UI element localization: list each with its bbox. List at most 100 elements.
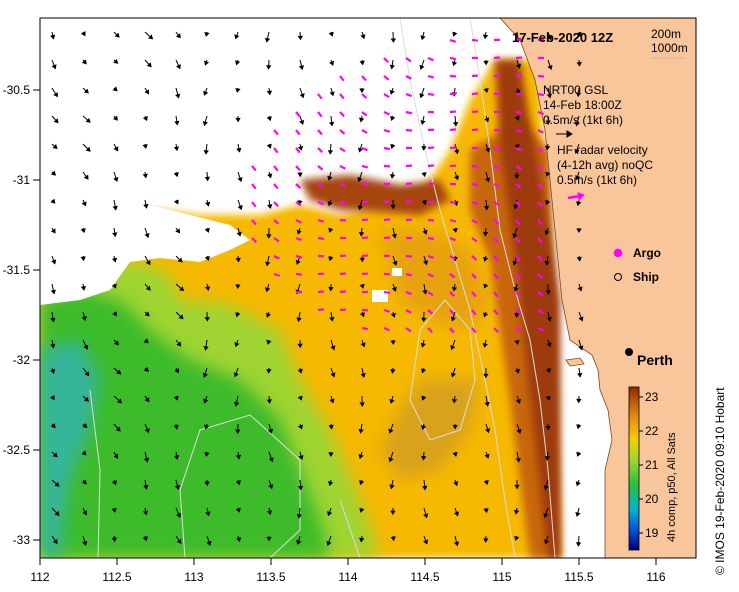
- model-arrow: [453, 479, 459, 487]
- radar-arrow: [537, 110, 545, 116]
- model-arrow: [175, 339, 182, 347]
- model-scale: 0.5m/s (1kt 6h): [543, 113, 623, 127]
- model-arrow: [514, 339, 520, 345]
- model-arrow: [204, 199, 211, 207]
- radar-arrow: [515, 146, 522, 152]
- radar-arrow: [471, 110, 479, 114]
- model-arrow: [297, 395, 303, 401]
- radar-arrow: [295, 183, 302, 189]
- model-arrow: [297, 143, 304, 151]
- model-arrow: [389, 395, 395, 404]
- radar-arrow: [471, 237, 478, 243]
- radar-arrow: [273, 272, 281, 277]
- radar-arrow: [317, 165, 324, 171]
- model-arrow: [175, 227, 181, 234]
- radar-arrow: [493, 291, 499, 298]
- model-arrow: [142, 507, 149, 516]
- model-arrow: [450, 311, 456, 322]
- colorbar-tick-label: 19: [645, 526, 659, 540]
- model-arrow: [50, 311, 56, 323]
- model-arrow: [204, 423, 210, 430]
- model-arrow: [360, 339, 366, 348]
- model-arrow: [544, 255, 550, 266]
- model-arrow: [266, 115, 272, 122]
- radar-arrow: [493, 183, 500, 188]
- hf-radar-arrows: [251, 38, 545, 334]
- model-arrow: [545, 283, 551, 295]
- model-arrow: [51, 143, 58, 150]
- model-arrow: [297, 423, 304, 430]
- model-arrow: [516, 423, 522, 434]
- radar-arrow: [427, 56, 434, 62]
- radar-arrow: [405, 254, 413, 258]
- rottnest-island: [565, 357, 585, 367]
- model-arrow: [51, 479, 60, 487]
- radar-arrow: [493, 56, 501, 60]
- model-arrow: [296, 535, 302, 546]
- model-arrow: [357, 199, 363, 211]
- model-arrow: [359, 255, 365, 263]
- model-arrow: [51, 87, 58, 98]
- radar-arrow: [339, 111, 345, 118]
- model-arrow: [81, 199, 87, 207]
- radar-arrow: [361, 111, 368, 117]
- model-arrow: [421, 171, 427, 178]
- model-arrow: [297, 339, 303, 349]
- radar-arrow: [515, 201, 522, 207]
- model-arrow: [203, 87, 209, 96]
- radar-arrow: [449, 38, 457, 43]
- ship-label: Ship: [633, 270, 659, 284]
- model-arrow: [143, 451, 150, 463]
- model-arrow: [514, 115, 520, 121]
- radar-arrow: [493, 273, 499, 280]
- model-arrow: [298, 451, 304, 461]
- model-arrow: [265, 283, 271, 293]
- radar-arrow: [295, 111, 301, 118]
- model-arrow: [483, 367, 489, 379]
- model-arrow: [175, 255, 183, 263]
- model-arrow: [420, 451, 427, 461]
- model-arrow: [327, 171, 333, 181]
- model-arrow: [546, 87, 552, 99]
- model-arrow: [389, 171, 396, 179]
- radar-arrow: [427, 146, 435, 150]
- radar-arrow: [383, 218, 391, 222]
- radar-arrow: [515, 56, 523, 60]
- radar-arrow: [471, 255, 478, 261]
- model-arrow: [111, 479, 117, 486]
- model-arrow: [422, 255, 429, 266]
- depth-legend-1000m: 1000m: [651, 41, 688, 55]
- radar-arrow: [383, 236, 391, 240]
- radar-arrow: [537, 219, 543, 226]
- radar-arrow: [361, 308, 369, 312]
- radar-arrow: [295, 165, 301, 172]
- model-arrow: [235, 479, 241, 486]
- model-arrow: [544, 227, 550, 236]
- radar-arrow: [317, 183, 324, 189]
- model-arrow: [390, 367, 396, 374]
- model-arrow: [144, 31, 154, 40]
- colorbar-tick-label: 20: [645, 492, 659, 506]
- model-arrow: [206, 535, 212, 546]
- model-arrow: [514, 535, 520, 541]
- radar-arrow: [383, 290, 391, 295]
- model-arrow: [327, 507, 333, 517]
- radar-arrow: [515, 165, 522, 170]
- model-arrow: [543, 479, 549, 491]
- model-arrow: [51, 451, 58, 458]
- radar-arrow: [317, 200, 324, 206]
- radar-arrow: [339, 165, 346, 170]
- model-arrow: [453, 143, 460, 155]
- model-arrow: [485, 143, 491, 153]
- radar-arrow: [515, 219, 521, 226]
- y-tick-label: -31: [13, 173, 31, 187]
- y-tick-label: -32.5: [3, 443, 31, 457]
- radar-arrow: [515, 273, 521, 280]
- x-tick-label: 115.5: [564, 570, 593, 584]
- radar-scale-arrow: [567, 192, 585, 202]
- y-tick-label: -33: [13, 533, 31, 547]
- model-arrow: [359, 507, 365, 513]
- model-arrow: [483, 59, 489, 66]
- model-arrow: [112, 199, 118, 211]
- x-axis: 112 112.5 113 113.5 114 114.5 115 115.5 116: [30, 558, 666, 584]
